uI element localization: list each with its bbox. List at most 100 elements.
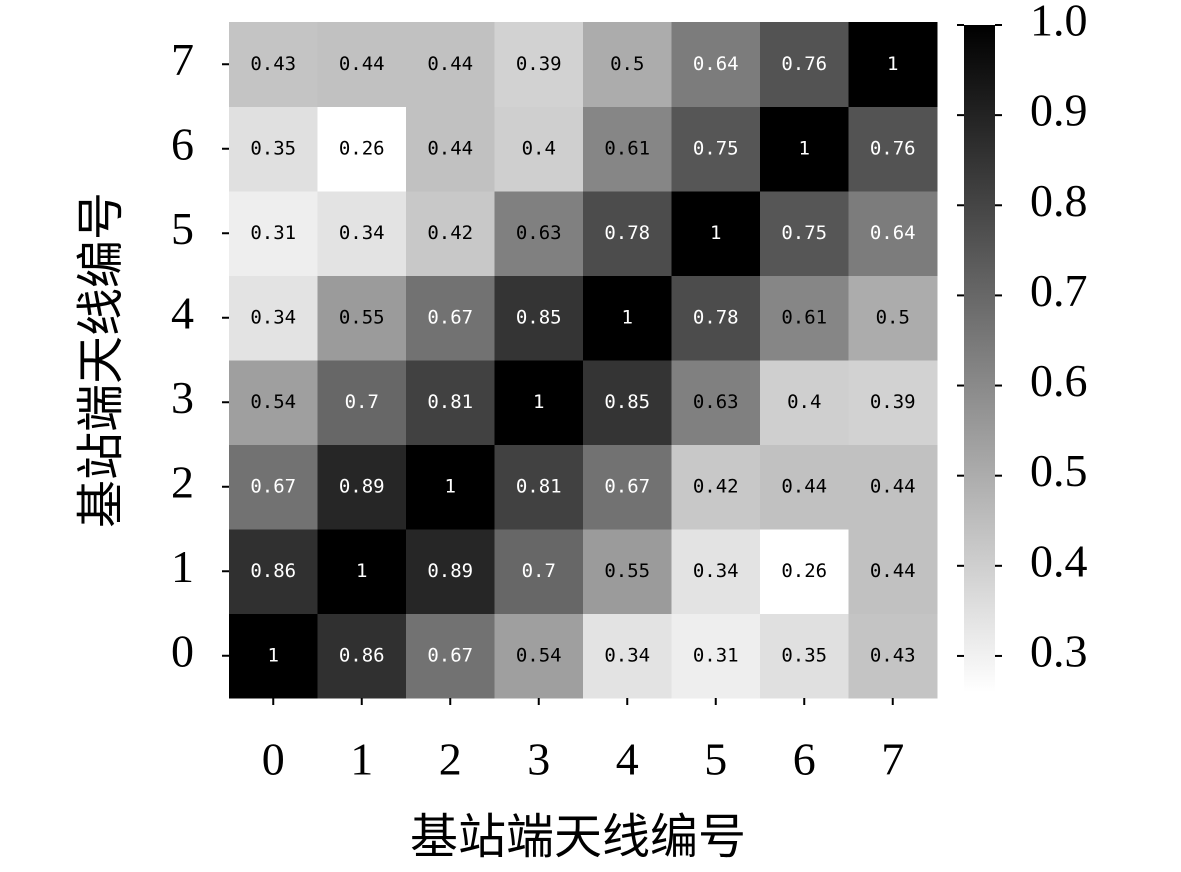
cell-label: 1 [268,644,279,666]
cell-label: 0.39 [516,53,562,75]
heatmap-cell [848,106,938,192]
x-tick-label: 2 [439,734,462,785]
heatmap-cell [317,529,407,614]
colorbar-tick-label: 0.4 [1030,535,1088,586]
cell-label: 1 [887,53,898,75]
y-tick-label: 0 [171,625,194,676]
heatmap-cell [583,22,672,107]
cell-label: 0.44 [870,475,916,497]
cell-label: 0.26 [781,560,827,582]
heatmap-cell [583,191,672,276]
cell-label: 0.64 [870,222,916,244]
cell-label: 1 [799,137,810,159]
cell-label: 0.34 [250,306,296,328]
cell-label: 1 [533,391,544,413]
cell-label: 1 [622,306,633,328]
cell-label: 0.75 [781,222,827,244]
heatmap-cell [494,529,584,614]
y-tick-label: 3 [171,372,194,423]
x-tick-label: 6 [793,734,816,785]
cell-label: 0.44 [870,560,916,582]
heatmap-cell [229,529,318,614]
cell-label: 0.5 [610,53,644,75]
heatmap-cell [583,275,672,361]
cell-label: 0.44 [781,475,827,497]
colorbar-tick-label: 1.0 [1030,0,1088,46]
cell-label: 0.54 [516,644,562,666]
heatmap-cell [760,613,849,699]
heatmap-cell [760,444,849,530]
cell-label: 0.67 [427,306,473,328]
heatmap-cell [494,275,584,361]
heatmap-cell [406,275,495,361]
heatmap-cell [317,444,407,530]
y-tick-label: 7 [171,34,194,85]
heatmap-cell [760,275,849,361]
x-tick-label: 5 [704,734,727,785]
cell-label: 0.34 [604,644,650,666]
heatmap-cell [229,191,318,276]
heatmap-cell [317,106,407,192]
heatmap-cell [848,22,938,107]
x-tick-label: 3 [527,734,550,785]
x-tick-label: 0 [262,734,285,785]
heatmap-cell [494,613,584,699]
heatmap-cell [760,191,849,276]
colorbar-tick-label: 0.5 [1030,445,1088,496]
heatmap-cell [229,22,318,107]
heatmap-cell [671,191,761,276]
heatmap-cell [671,613,761,699]
cell-label: 0.89 [427,560,473,582]
x-tick-label: 7 [881,734,904,785]
heatmap-cell [671,275,761,361]
heatmap-cell [760,360,849,445]
cell-label: 0.75 [693,137,739,159]
heatmap-cell [494,191,584,276]
y-tick-label: 1 [171,541,194,592]
heatmap-cell [671,22,761,107]
heatmap-cell [671,360,761,445]
cell-label: 0.7 [345,391,379,413]
heatmap-cell [229,360,318,445]
heatmap-cell [494,106,584,192]
cell-label: 0.64 [693,53,739,75]
cell-label: 0.34 [693,560,739,582]
cell-label: 0.86 [339,644,385,666]
cell-label: 1 [710,222,721,244]
cell-label: 0.34 [339,222,385,244]
cell-label: 0.31 [693,644,739,666]
cell-label: 0.35 [781,644,827,666]
heatmap-cell [317,275,407,361]
heatmap-cell [671,444,761,530]
heatmap-cell [406,191,495,276]
cell-label: 0.5 [876,306,910,328]
heatmap-cell [848,191,938,276]
heatmap-cell [317,613,407,699]
heatmap-cell [406,613,495,699]
cell-label: 0.43 [870,644,916,666]
heatmap-cell [229,613,318,699]
heatmap-cell [671,106,761,192]
cell-label: 0.4 [787,391,821,413]
cell-label: 0.78 [693,306,739,328]
colorbar-tick-label: 0.9 [1030,85,1088,136]
heatmap-cell [760,22,849,107]
cell-label: 0.44 [339,53,385,75]
heatmap-cell [848,275,938,361]
cell-label: 0.7 [522,560,556,582]
y-axis-label: 基站端天线编号 [75,192,128,528]
cell-label: 0.43 [250,53,296,75]
cell-label: 0.54 [250,391,296,413]
y-tick-label: 6 [171,118,194,169]
cell-label: 0.55 [604,560,650,582]
cell-label: 0.4 [522,137,556,159]
heatmap-cell [317,191,407,276]
cell-label: 0.61 [781,306,827,328]
cell-label: 0.85 [604,391,650,413]
heatmap-cell [760,529,849,614]
heatmap-cell [317,22,407,107]
cell-label: 0.44 [427,53,473,75]
heatmap-cell [848,360,938,445]
cell-label: 0.26 [339,137,385,159]
cell-label: 0.67 [250,475,296,497]
